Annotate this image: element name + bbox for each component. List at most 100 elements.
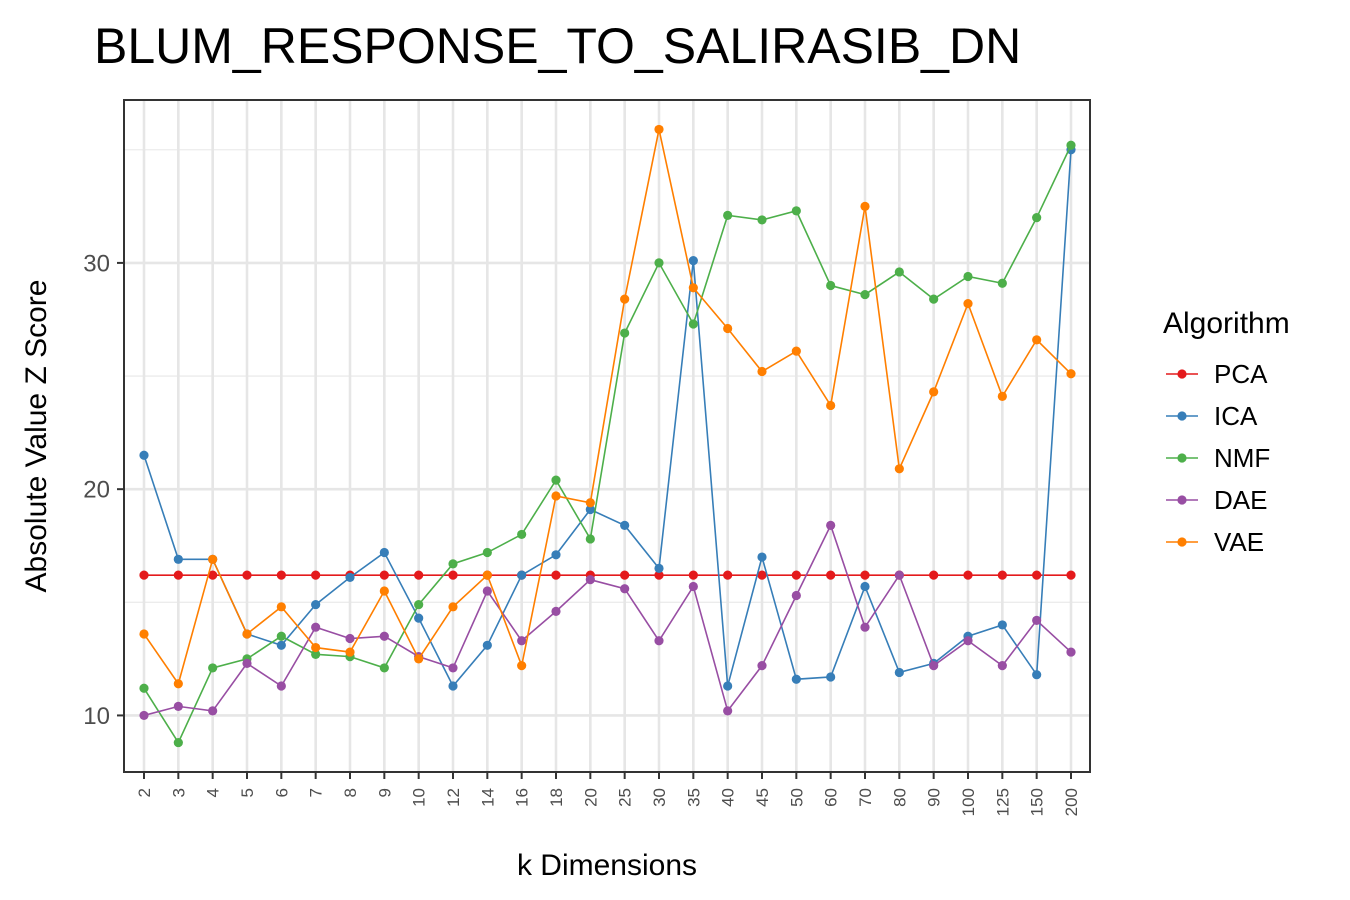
data-point-ica bbox=[688, 256, 698, 266]
data-point-pca bbox=[997, 570, 1007, 580]
data-point-pca bbox=[276, 570, 286, 580]
x-tick-label: 25 bbox=[616, 788, 635, 807]
y-tick-label: 20 bbox=[83, 477, 110, 504]
legend-key-point bbox=[1177, 369, 1187, 379]
x-tick-label: 200 bbox=[1062, 788, 1081, 816]
data-point-dae bbox=[860, 622, 870, 632]
x-tick-label: 100 bbox=[959, 788, 978, 816]
data-point-pca bbox=[242, 570, 252, 580]
data-point-ica bbox=[1032, 670, 1042, 680]
legend: Algorithm PCA ICA NMF DAE VAE bbox=[1163, 307, 1290, 557]
data-point-vae bbox=[345, 647, 355, 657]
data-point-ica bbox=[517, 570, 527, 580]
data-point-ica bbox=[723, 681, 733, 691]
data-point-pca bbox=[723, 570, 733, 580]
data-point-nmf bbox=[139, 683, 149, 693]
data-point-vae bbox=[379, 586, 389, 596]
data-point-nmf bbox=[379, 663, 389, 673]
data-point-vae bbox=[826, 400, 836, 411]
data-point-vae bbox=[173, 679, 183, 689]
data-point-nmf bbox=[448, 559, 458, 569]
x-tick-label: 10 bbox=[410, 788, 429, 807]
data-point-nmf bbox=[791, 206, 801, 216]
data-point-vae bbox=[414, 654, 424, 664]
data-point-dae bbox=[242, 658, 252, 668]
data-point-ica bbox=[997, 620, 1007, 630]
data-point-nmf bbox=[173, 737, 183, 748]
data-point-dae bbox=[482, 586, 492, 596]
data-point-pca bbox=[551, 570, 561, 580]
data-point-vae bbox=[757, 366, 767, 377]
data-point-ica bbox=[311, 599, 321, 610]
data-point-nmf bbox=[757, 215, 767, 225]
data-point-ica bbox=[620, 520, 630, 530]
data-point-pca bbox=[208, 570, 218, 580]
data-point-dae bbox=[208, 706, 218, 716]
data-point-dae bbox=[517, 636, 527, 646]
series-pca bbox=[139, 570, 1076, 580]
x-tick-label: 16 bbox=[513, 788, 532, 807]
data-point-vae bbox=[139, 629, 149, 639]
legend-label: NMF bbox=[1214, 443, 1270, 473]
data-point-dae bbox=[620, 584, 630, 594]
legend-label: PCA bbox=[1214, 359, 1268, 389]
data-point-ica bbox=[551, 550, 561, 560]
data-point-pca bbox=[791, 570, 801, 580]
legend-item-dae: DAE bbox=[1166, 485, 1267, 515]
x-tick-label: 125 bbox=[993, 788, 1012, 816]
data-point-dae bbox=[585, 575, 595, 585]
x-tick-label: 3 bbox=[169, 788, 188, 797]
data-point-vae bbox=[311, 642, 321, 653]
data-point-nmf bbox=[963, 271, 973, 282]
y-tick-label: 10 bbox=[83, 703, 110, 730]
data-point-vae bbox=[894, 464, 904, 474]
data-point-pca bbox=[620, 570, 630, 580]
x-tick-label: 30 bbox=[650, 788, 669, 807]
y-tick-label: 30 bbox=[83, 250, 110, 277]
data-point-pca bbox=[1032, 570, 1042, 580]
data-point-pca bbox=[414, 570, 424, 580]
series-line-nmf bbox=[143, 144, 1072, 745]
data-point-ica bbox=[654, 563, 664, 573]
data-point-pca bbox=[173, 570, 183, 580]
data-point-dae bbox=[894, 570, 904, 580]
data-point-pca bbox=[1066, 570, 1076, 580]
x-tick-label: 45 bbox=[753, 788, 772, 807]
data-point-dae bbox=[1066, 647, 1076, 657]
data-point-pca bbox=[929, 570, 939, 580]
legend-label: ICA bbox=[1214, 401, 1258, 431]
series-nmf bbox=[139, 140, 1076, 748]
x-tick-label: 9 bbox=[375, 788, 394, 797]
series-vae bbox=[139, 124, 1076, 689]
series-line-ica bbox=[143, 149, 1072, 688]
data-point-dae bbox=[551, 606, 561, 616]
data-point-ica bbox=[379, 547, 389, 558]
data-point-vae bbox=[654, 124, 664, 135]
x-tick-label: 70 bbox=[856, 788, 875, 807]
data-point-vae bbox=[929, 387, 939, 397]
legend-item-pca: PCA bbox=[1166, 359, 1268, 389]
data-point-vae bbox=[585, 498, 595, 508]
plot-panel-border bbox=[123, 99, 1091, 773]
data-point-vae bbox=[1032, 335, 1042, 345]
data-point-pca bbox=[963, 570, 973, 580]
data-point-ica bbox=[448, 681, 458, 691]
data-point-dae bbox=[688, 581, 698, 592]
x-tick-label: 12 bbox=[444, 788, 463, 807]
data-point-nmf bbox=[654, 258, 664, 268]
data-point-vae bbox=[723, 323, 733, 334]
data-point-dae bbox=[963, 636, 973, 646]
data-point-dae bbox=[929, 661, 939, 671]
data-point-vae bbox=[448, 602, 458, 612]
data-point-ica bbox=[860, 581, 870, 592]
data-point-dae bbox=[791, 590, 801, 601]
legend-title: Algorithm bbox=[1163, 307, 1290, 340]
y-axis: 10 20 30 bbox=[83, 250, 124, 730]
data-point-dae bbox=[139, 710, 149, 721]
data-point-vae bbox=[963, 299, 973, 309]
x-tick-label: 60 bbox=[822, 788, 841, 807]
data-point-nmf bbox=[620, 328, 630, 338]
data-point-pca bbox=[379, 570, 389, 580]
data-point-nmf bbox=[826, 280, 836, 291]
data-point-ica bbox=[585, 504, 595, 515]
